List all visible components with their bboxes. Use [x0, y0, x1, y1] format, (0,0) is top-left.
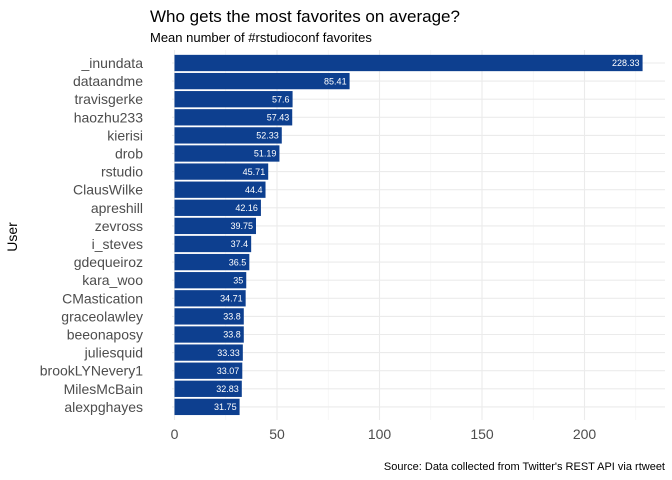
- bar-value-label: 42.16: [235, 203, 258, 213]
- chart-subtitle: Mean number of #rstudioconf favorites: [150, 30, 372, 45]
- category-label: i_steves: [92, 236, 143, 252]
- bar-value-label: 44.4: [245, 185, 263, 195]
- category-label: drob: [115, 146, 143, 162]
- category-label: travisgerke: [75, 91, 144, 107]
- bar: [174, 398, 240, 416]
- category-label: apreshill: [91, 200, 143, 216]
- category-label: gdequeiroz: [74, 254, 143, 270]
- bar-value-label: 36.5: [229, 257, 247, 267]
- bar: [174, 362, 243, 379]
- category-label: alexpghayes: [64, 399, 143, 415]
- bar: [174, 54, 643, 72]
- bar-value-label: 31.75: [214, 402, 237, 412]
- bar-value-label: 228.33: [612, 58, 640, 68]
- category-label: haozhu233: [74, 109, 144, 125]
- bar-value-label: 34.71: [220, 294, 243, 304]
- bar-value-label: 57.43: [267, 113, 290, 123]
- bar-value-label: 85.41: [324, 76, 347, 86]
- bar: [174, 145, 280, 162]
- bar-value-label: 32.83: [216, 384, 239, 394]
- bars-group: 228.33 85.41 57.6 57.43 52.33 51.19 45.71 44.4 4…: [174, 54, 643, 416]
- bar: [174, 109, 293, 126]
- bar-value-label: 57.6: [272, 94, 290, 104]
- bar: [174, 272, 247, 289]
- x-tick-label: 0: [171, 426, 179, 442]
- category-label: CMastication: [62, 290, 143, 306]
- bar: [174, 235, 252, 253]
- x-tick-label: 50: [269, 426, 285, 442]
- bar-value-label: 33.33: [217, 348, 240, 358]
- category-label: MilesMcBain: [64, 381, 143, 397]
- bar-value-label: 39.75: [230, 221, 253, 231]
- bar: [174, 72, 350, 90]
- category-label: ClausWilke: [73, 182, 143, 198]
- bar: [174, 217, 256, 235]
- bar: [174, 308, 244, 325]
- y-axis-title: User: [4, 222, 20, 252]
- chart-title: Who gets the most favorites on average?: [150, 7, 460, 26]
- category-labels: _inundata dataandme travisgerke haozhu233 ki…: [40, 55, 143, 415]
- x-tick-label: 200: [573, 426, 597, 442]
- category-label: dataandme: [73, 73, 143, 89]
- x-axis-ticks: 0 50 100 150 200: [171, 426, 597, 442]
- category-label: beeonaposy: [67, 327, 143, 343]
- bar: [174, 199, 261, 216]
- bar-value-label: 33.8: [223, 330, 241, 340]
- bar-value-label: 33.8: [223, 312, 241, 322]
- category-label: zevross: [95, 218, 143, 234]
- bar-value-label: 45.71: [243, 167, 266, 177]
- bar: [174, 91, 293, 108]
- category-label: kara_woo: [82, 272, 143, 288]
- category-label: juliesquid: [84, 345, 143, 361]
- bar-value-label: 33.07: [217, 366, 240, 376]
- bar: [174, 181, 266, 198]
- bar: [174, 253, 250, 271]
- bar-value-label: 35: [233, 275, 243, 285]
- category-label: graceolawley: [61, 308, 143, 324]
- category-label: brookLYNevery1: [40, 363, 143, 379]
- bar-value-label: 51.19: [254, 149, 277, 159]
- bar: [174, 344, 243, 361]
- x-tick-label: 100: [368, 426, 392, 442]
- category-label: kierisi: [107, 127, 143, 143]
- bar: [174, 127, 282, 144]
- category-label: rstudio: [101, 164, 143, 180]
- x-tick-label: 150: [470, 426, 494, 442]
- bar-value-label: 52.33: [256, 131, 279, 141]
- bar: [174, 290, 246, 307]
- category-label: _inundata: [80, 55, 143, 71]
- bar: [174, 380, 242, 397]
- bar: [174, 163, 269, 180]
- bar-value-label: 37.4: [231, 239, 249, 249]
- bar: [174, 326, 244, 343]
- chart-caption: Source: Data collected from Twitter's RE…: [384, 461, 665, 473]
